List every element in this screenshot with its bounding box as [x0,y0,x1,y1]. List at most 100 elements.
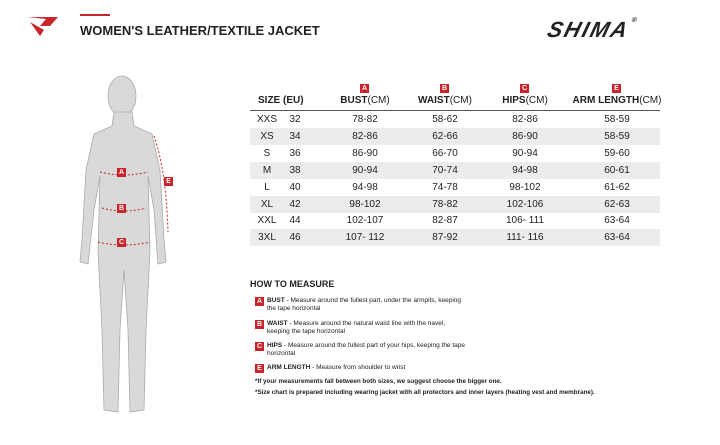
column-unit: (CM) [449,95,472,106]
table-row: S 36 86-90 66-70 90-94 59-60 [250,145,660,162]
table-cell: 78-82 [432,198,458,210]
table-cell: 111- 116 [506,232,544,244]
title: WOMEN'S LEATHER/TEXTILE JACKET [80,23,320,38]
table-cell: XL [260,198,274,210]
column-unit: (CM) [367,95,390,106]
column-unit: (CM) [525,95,548,106]
table-cell: XS [260,130,274,142]
table-cell: M [262,164,272,176]
body-figure [79,75,167,413]
table-row: 3XL 46 107- 112 87-92 111- 116 63-64 [250,229,660,247]
column-name: ARM LENGTH [572,95,640,106]
column-name: BUST [340,95,368,106]
measure-text: BUST - Measure around the fullest part, … [267,297,467,313]
table-cell: 34 [289,130,301,142]
table-cell: 90-94 [512,147,538,159]
table-cell: 44 [289,215,301,227]
table-cell: 38 [289,164,301,176]
table-cell: 94-98 [512,164,538,176]
brand: SHIMA® [545,17,640,43]
table-cell: 98-102 [349,198,381,210]
table-cell: 3XL [258,232,276,244]
table-cell: 63-64 [604,215,630,227]
note: *If your measurements fall between both … [255,378,502,385]
table-cell: XXL [257,215,277,227]
table-cell: S [263,147,271,159]
column-header: WAIST(CM) [385,95,505,106]
table-cell: 32 [289,114,301,125]
table-cell: 74-78 [432,181,458,193]
column-name: HIPS [502,95,526,106]
measure-name: BUST [267,297,285,304]
column-letter: E [612,84,621,93]
column-letter: C [520,84,529,93]
table-cell: 102-107 [346,215,384,227]
figure-label: C [117,238,126,247]
table-cell: 36 [289,147,301,159]
table-cell: 63-64 [604,232,630,244]
table-cell: 42 [289,198,301,210]
column-name: WAIST [418,95,450,106]
table-row: XS 34 82-86 62-66 86-90 58-59 [250,127,660,145]
table-cell: 60-61 [604,164,630,176]
table-cell: 40 [289,181,301,193]
header-rule [250,110,660,111]
logo-icon [28,17,58,36]
table-cell: 98-102 [509,181,541,193]
measure-desc: - Measure around the fullest part, under… [267,297,462,312]
table-cell: 102-106 [506,198,544,210]
measure-desc: - Measure around the fullest part of you… [267,342,466,357]
figure-label: B [117,204,126,213]
table-cell: 59-60 [604,147,630,159]
column-header: HIPS(CM) [465,95,585,106]
table-cell: 46 [289,232,301,244]
table-cell: 78-82 [352,114,378,125]
measure-letter: A [255,297,264,306]
measure-text: ARM LENGTH - Measure from shoulder to wr… [267,364,467,372]
measure-text: WAIST - Measure around the natural waist… [267,320,467,336]
table-cell: L [264,181,270,193]
measure-desc: - Measure around the natural waist line … [267,320,446,335]
measure-letter: E [255,364,264,373]
column-letter: B [440,84,449,93]
table-cell: 94-98 [352,181,378,193]
table-row: XXS 32 78-82 58-62 82-86 58-59 [250,111,660,128]
table-cell: 58-59 [604,130,630,142]
table-cell: 90-94 [352,164,378,176]
table-cell: 82-86 [352,130,378,142]
figure-label: E [164,177,173,186]
brand-name: SHIMA [544,17,633,42]
note: *Size chart is prepared including wearin… [255,389,595,396]
table-cell: 70-74 [432,164,458,176]
column-letter: A [360,84,369,93]
table-cell: XXS [256,114,277,125]
measure-name: HIPS [267,342,283,349]
measure-title: HOW TO MEASURE [250,279,335,289]
measure-letter: C [255,342,264,351]
table-row: L 40 94-98 74-78 98-102 61-62 [250,179,660,196]
table-cell: 87-92 [432,232,458,244]
table-cell: 82-87 [432,215,458,227]
table-cell: 82-86 [512,114,538,125]
column-header: ARM LENGTH(CM) [557,95,677,106]
size-header: SIZE (EU) [258,95,304,106]
table-row: XXL 44 102-107 82-87 106- 111 63-64 [250,212,660,229]
table-cell: 61-62 [604,181,630,193]
measure-name: ARM LENGTH [267,364,311,371]
table-cell: 106- 111 [506,215,544,227]
table-row: XL 42 98-102 78-82 102-106 62-63 [250,195,660,213]
table-cell: 66-70 [432,147,458,159]
table-cell: 86-90 [512,130,538,142]
table-cell: 62-63 [604,198,630,210]
table-row: M 38 90-94 70-74 94-98 60-61 [250,161,660,179]
column-header: BUST(CM) [305,95,425,106]
table-cell: 58-59 [604,114,630,125]
measure-desc: - Measure from shoulder to wrist [310,364,406,371]
measure-letter: B [255,320,264,329]
column-unit: (CM) [639,95,662,106]
table-cell: 58-62 [432,114,458,125]
table-cell: 62-66 [432,130,458,142]
measure-name: WAIST [267,320,288,327]
